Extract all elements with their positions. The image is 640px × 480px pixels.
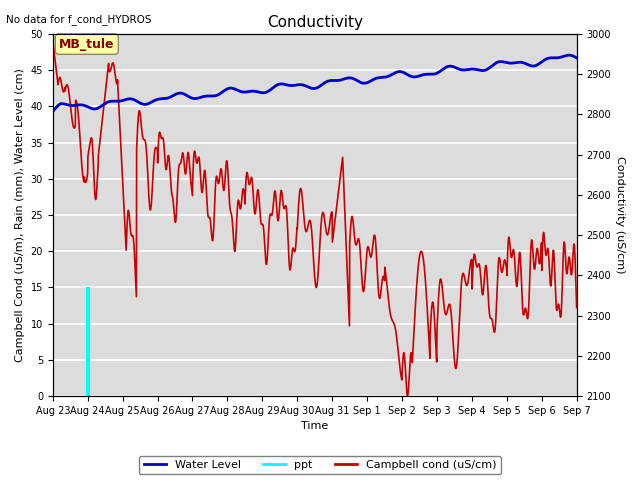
Y-axis label: Campbell Cond (uS/m), Rain (mm), Water Level (cm): Campbell Cond (uS/m), Rain (mm), Water L… [15,68,25,362]
Bar [86,288,90,396]
X-axis label: Time: Time [301,421,328,432]
Y-axis label: Conductivity (uS/cm): Conductivity (uS/cm) [615,156,625,274]
Text: No data for f_cond_HYDROS: No data for f_cond_HYDROS [6,14,152,25]
Title: Conductivity: Conductivity [267,15,363,30]
Legend: Water Level, ppt, Campbell cond (uS/cm): Water Level, ppt, Campbell cond (uS/cm) [140,456,500,474]
Text: MB_tule: MB_tule [59,37,115,50]
